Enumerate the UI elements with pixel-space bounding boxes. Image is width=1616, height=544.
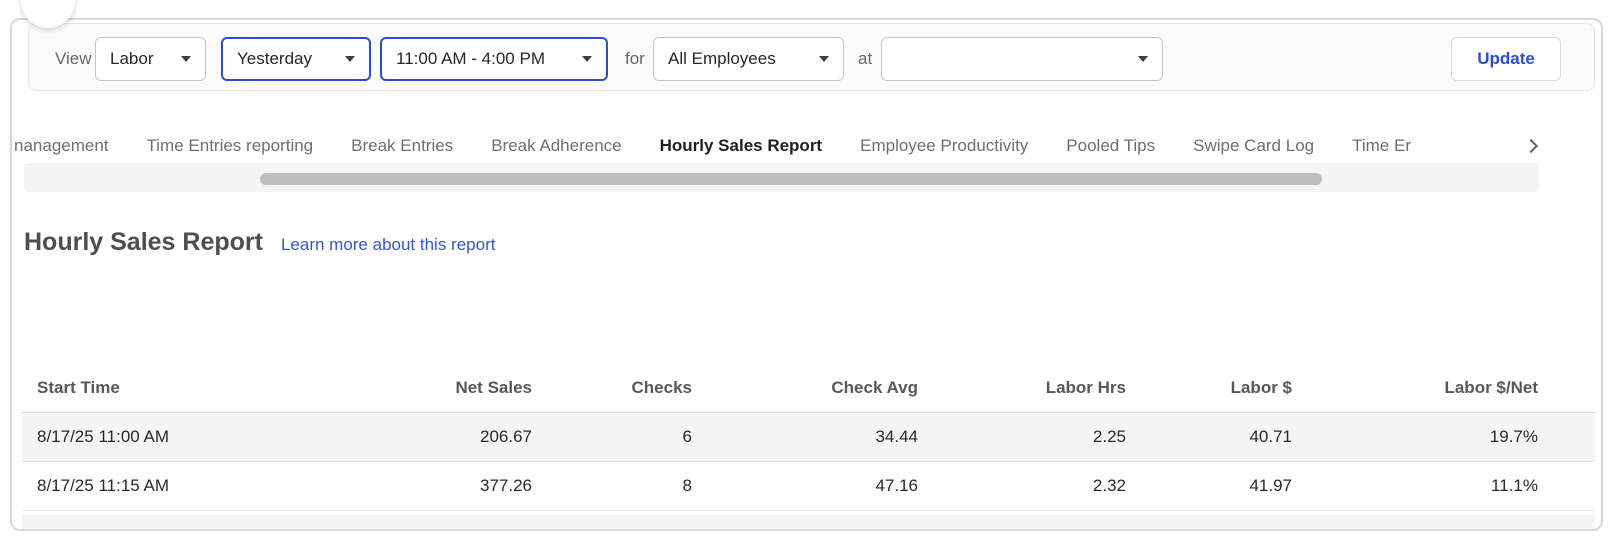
tab-swipe-card-log[interactable]: Swipe Card Log (1193, 136, 1315, 155)
report-type-dropdown[interactable]: Labor (95, 37, 206, 81)
at-label: at (858, 49, 873, 68)
report-window: View Labor Yesterday 11:00 AM - 4:00 PM … (10, 18, 1603, 531)
table-cell: 206.67 (480, 426, 532, 446)
tab-break-entries[interactable]: Break Entries (351, 136, 454, 155)
table-header-row: Start Time Net Sales Checks Check Avg Labor … (22, 364, 1595, 413)
table-cell: 2.25 (1092, 426, 1126, 446)
table-cell: 19.7% (1489, 426, 1538, 446)
report-header: Hourly Sales Report Learn more about thi… (24, 224, 495, 260)
column-header-checks: Checks (532, 364, 692, 413)
column-header-check-avg: Check Avg (692, 364, 918, 413)
tabs-scrollbar-track[interactable] (24, 163, 1539, 192)
table-cell: 377.26 (480, 475, 532, 495)
tab-break-adherence[interactable]: Break Adherence (491, 136, 622, 155)
view-label: View (55, 49, 92, 68)
employees-value: All Employees (668, 49, 776, 68)
table-cell: 47.16 (875, 475, 918, 495)
time-range-value: 11:00 AM - 4:00 PM (396, 49, 545, 68)
learn-more-link[interactable]: Learn more about this report (280, 235, 496, 254)
table-cell: 41.97 (1249, 475, 1292, 495)
update-button[interactable]: Update (1451, 37, 1561, 81)
tabs-next-button[interactable] (1514, 124, 1548, 168)
tab-time-er[interactable]: Time Er (1352, 136, 1411, 155)
column-header-net-sales: Net Sales (367, 364, 532, 413)
date-range-dropdown[interactable]: Yesterday (221, 37, 371, 81)
table-cell: 6 (682, 426, 692, 446)
column-header-start-time: Start Time (22, 364, 367, 413)
tab-hourly-sales-report[interactable]: Hourly Sales Report (659, 136, 823, 155)
table-cell: 34.44 (875, 426, 918, 446)
chevron-down-icon (819, 56, 829, 62)
filter-bar: View Labor Yesterday 11:00 AM - 4:00 PM … (28, 23, 1595, 91)
for-label: for (625, 49, 645, 68)
tab-bar: nanagement Time Entries reporting Break En… (14, 124, 1510, 168)
time-range-dropdown[interactable]: 11:00 AM - 4:00 PM (380, 37, 608, 81)
table-row: 8/17/25 11:15 AM 377.26 8 47.16 2.32 41.97 11.… (22, 461, 1595, 510)
hourly-sales-table: Start Time Net Sales Checks Check Avg Labor … (22, 364, 1595, 511)
tab-nanagement[interactable]: nanagement (14, 136, 109, 155)
chevron-down-icon (345, 56, 355, 62)
location-dropdown[interactable] (881, 37, 1163, 81)
column-header-labor-hrs: Labor Hrs (918, 364, 1126, 413)
chevron-down-icon (1138, 56, 1148, 62)
table-cell: 8/17/25 11:15 AM (37, 475, 170, 495)
table-cell: 8 (682, 475, 692, 495)
table-row: 8/17/25 11:00 AM 206.67 6 34.44 2.25 40.71 19.… (22, 412, 1595, 461)
tabs-scrollbar-thumb[interactable] (260, 173, 1322, 185)
chevron-down-icon (582, 56, 592, 62)
column-header-labor-net: Labor $/Net (1292, 364, 1595, 413)
chevron-down-icon (181, 56, 191, 62)
date-range-value: Yesterday (237, 49, 312, 68)
table-row-partial (22, 515, 1595, 529)
table-cell: 11.1% (1491, 475, 1538, 495)
table-cell: 40.71 (1249, 426, 1292, 446)
tab-time-entries-reporting[interactable]: Time Entries reporting (146, 136, 314, 155)
tab-employee-productivity[interactable]: Employee Productivity (860, 136, 1029, 155)
table-cell: 2.32 (1092, 475, 1126, 495)
employees-dropdown[interactable]: All Employees (653, 37, 844, 81)
tab-pooled-tips[interactable]: Pooled Tips (1066, 136, 1156, 155)
chevron-right-icon (1523, 138, 1539, 154)
column-header-labor-: Labor $ (1126, 364, 1292, 413)
page-title: Hourly Sales Report (24, 228, 263, 256)
table-cell: 8/17/25 11:00 AM (37, 426, 170, 446)
report-type-value: Labor (110, 49, 154, 68)
